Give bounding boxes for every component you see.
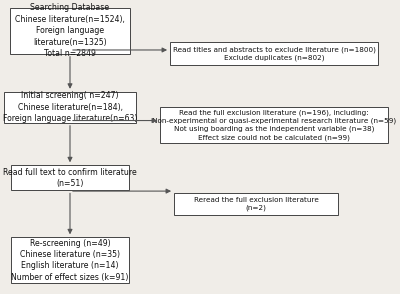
FancyBboxPatch shape xyxy=(4,92,136,123)
FancyBboxPatch shape xyxy=(11,165,129,191)
Text: Searching Database
Chinese literature(n=1524),
Foreign language
literature(n=132: Searching Database Chinese literature(n=… xyxy=(15,4,125,58)
FancyBboxPatch shape xyxy=(174,193,338,215)
Text: Reread the full exclusion literature
(n=2): Reread the full exclusion literature (n=… xyxy=(194,197,318,211)
Text: Initial screening( n=247)
Chinese literature(n=184),
Foreign language literature: Initial screening( n=247) Chinese litera… xyxy=(3,91,137,123)
FancyBboxPatch shape xyxy=(170,43,378,65)
Text: Read titles and abstracts to exclude literature (n=1800)
Exclude duplicates (n=8: Read titles and abstracts to exclude lit… xyxy=(172,46,376,61)
FancyBboxPatch shape xyxy=(11,238,129,283)
Text: Read full text to confirm literature
(n=51): Read full text to confirm literature (n=… xyxy=(3,168,137,188)
FancyBboxPatch shape xyxy=(160,107,388,143)
FancyBboxPatch shape xyxy=(10,8,130,54)
Text: Read the full exclusion literature (n=196), including:
Non-experimental or quasi: Read the full exclusion literature (n=19… xyxy=(152,109,396,141)
Text: Re-screening (n=49)
Chinese literature (n=35)
English literature (n=14)
Number o: Re-screening (n=49) Chinese literature (… xyxy=(11,238,129,282)
